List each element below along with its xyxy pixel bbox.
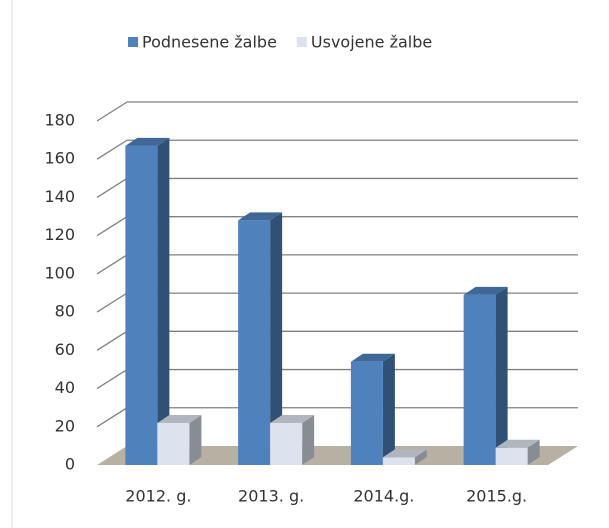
y-tick-label: 160 [44, 149, 75, 168]
bar [270, 414, 315, 465]
x-tick-label: 2014.g. [353, 487, 414, 506]
bar-face [382, 457, 415, 465]
y-tick-label: 100 [44, 263, 75, 282]
bar-face [463, 286, 508, 295]
bar-face [157, 137, 170, 465]
bar-face [238, 212, 283, 221]
legend-swatch [128, 37, 138, 47]
legend-label: Usvojene žalbe [311, 33, 432, 52]
y-tick-label: 140 [44, 187, 75, 206]
bar-face [270, 422, 303, 465]
bar-face [495, 286, 508, 465]
bar-face [382, 449, 427, 458]
y-tick-label: 180 [44, 111, 75, 130]
grid-line [96, 101, 578, 122]
bar-face [350, 353, 395, 362]
bar-face [270, 414, 315, 423]
bar-face [125, 145, 158, 465]
bar [463, 286, 508, 465]
bar-face [350, 361, 383, 465]
x-tick-label: 2012. g. [125, 487, 191, 506]
bar-face [495, 447, 528, 465]
y-tick-label: 60 [55, 340, 75, 359]
grid-line [96, 139, 578, 160]
bar-face [527, 439, 540, 465]
bar-face [125, 137, 170, 146]
bar [157, 414, 202, 465]
bar [125, 137, 170, 465]
bar [350, 353, 395, 465]
bar-face [463, 294, 496, 465]
floor [97, 446, 578, 465]
bar-face [238, 220, 271, 465]
y-tick-label: 0 [65, 455, 75, 474]
bar-face [157, 422, 190, 465]
y-tick-label: 120 [44, 225, 75, 244]
bar [382, 449, 427, 465]
y-tick-label: 20 [55, 416, 75, 435]
y-tick-label: 80 [55, 302, 75, 321]
bar-face [302, 414, 315, 465]
bar-face [414, 449, 427, 465]
x-tick-label: 2013. g. [238, 487, 304, 506]
bar-face [270, 212, 283, 465]
bar-face [189, 414, 202, 465]
bar-face [157, 414, 202, 423]
x-tick-label: 2015.g. [466, 487, 527, 506]
legend-label: Podnesene žalbe [142, 33, 277, 52]
bar [495, 439, 540, 465]
y-tick-label: 40 [55, 378, 75, 397]
bar-face [382, 353, 395, 465]
bar-face [495, 439, 540, 448]
legend-swatch [296, 37, 307, 47]
bar [238, 212, 283, 465]
